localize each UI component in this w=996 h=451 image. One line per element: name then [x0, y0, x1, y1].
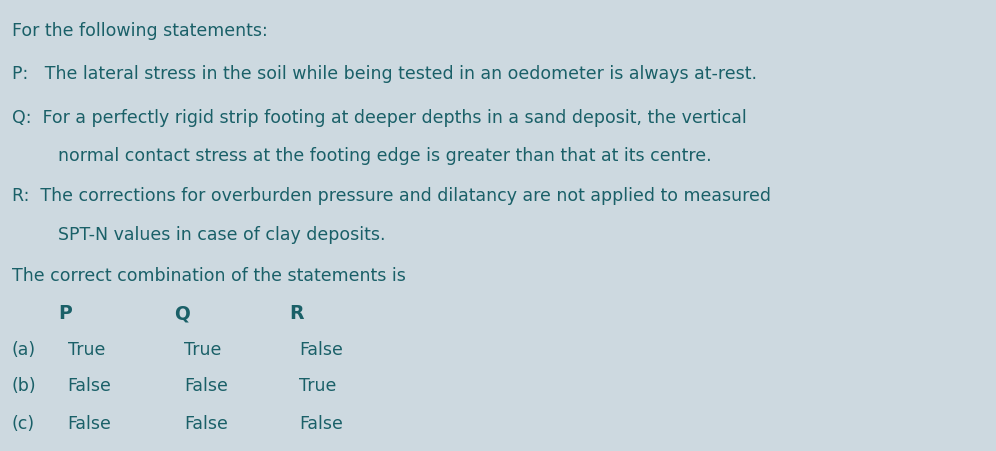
Text: R:  The corrections for overburden pressure and dilatancy are not applied to mea: R: The corrections for overburden pressu… [12, 187, 771, 205]
Text: True: True [68, 341, 106, 359]
Text: R: R [289, 304, 304, 323]
Text: (a): (a) [12, 341, 36, 359]
Text: True: True [184, 341, 222, 359]
Text: The correct combination of the statements is: The correct combination of the statement… [12, 267, 405, 285]
Text: P:   The lateral stress in the soil while being tested in an oedometer is always: P: The lateral stress in the soil while … [12, 65, 757, 83]
Text: True: True [299, 377, 337, 396]
Text: Q:  For a perfectly rigid strip footing at deeper depths in a sand deposit, the : Q: For a perfectly rigid strip footing a… [12, 109, 747, 127]
Text: (c): (c) [12, 415, 35, 433]
Text: Q: Q [174, 304, 190, 323]
Text: False: False [299, 415, 343, 433]
Text: (b): (b) [12, 377, 37, 396]
Text: False: False [184, 377, 228, 396]
Text: False: False [68, 377, 112, 396]
Text: False: False [68, 415, 112, 433]
Text: For the following statements:: For the following statements: [12, 22, 268, 40]
Text: SPT-N values in case of clay deposits.: SPT-N values in case of clay deposits. [58, 226, 385, 244]
Text: normal contact stress at the footing edge is greater than that at its centre.: normal contact stress at the footing edg… [58, 147, 711, 165]
Text: False: False [184, 415, 228, 433]
Text: P: P [58, 304, 72, 323]
Text: False: False [299, 341, 343, 359]
